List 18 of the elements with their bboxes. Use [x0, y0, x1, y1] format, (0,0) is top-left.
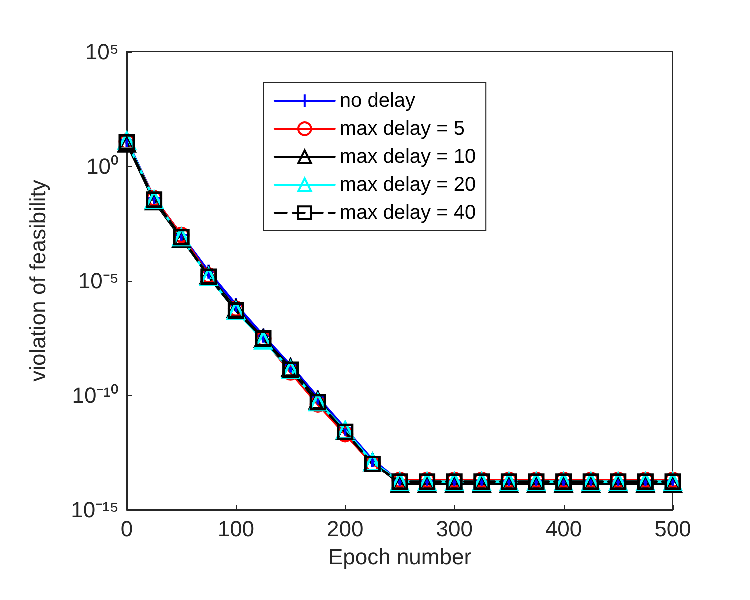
legend-label: no delay — [340, 90, 416, 112]
y-axis-title: violation of feasibility — [26, 180, 50, 382]
x-tick-label: 200 — [327, 516, 364, 542]
x-tick-label: 0 — [120, 516, 134, 542]
x-tick-label: 400 — [545, 516, 582, 542]
y-tick-label: 10⁻¹⁵ — [71, 498, 119, 522]
y-tick-label: 10⁰ — [86, 154, 119, 179]
x-tick-label: 100 — [218, 516, 255, 542]
y-tick-label: 10⁵ — [85, 40, 119, 64]
x-axis-title: Epoch number — [328, 544, 472, 570]
legend-label: max delay = 5 — [340, 118, 465, 140]
y-tick-label: 10⁻¹⁰ — [72, 383, 119, 408]
x-tick-label: 300 — [436, 516, 473, 542]
y-tick-label: 10⁻⁵ — [78, 268, 119, 294]
legend-label: max delay = 10 — [340, 146, 476, 168]
x-tick-label: 500 — [654, 516, 692, 542]
legend-label: max delay = 40 — [340, 202, 476, 224]
legend-label: max delay = 20 — [340, 174, 476, 196]
